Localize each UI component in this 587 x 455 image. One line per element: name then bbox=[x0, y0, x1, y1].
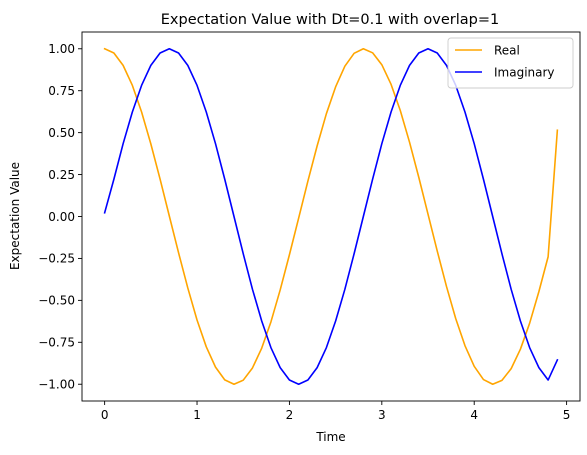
y-tick-label: −0.75 bbox=[38, 336, 75, 350]
y-tick-label: 1.00 bbox=[48, 42, 75, 56]
legend: Real Imaginary bbox=[447, 37, 574, 89]
series-layer bbox=[103, 47, 559, 386]
x-tick-label: 5 bbox=[563, 408, 571, 422]
x-axis-ticks: 0 1 2 3 4 5 bbox=[101, 401, 571, 422]
y-tick-label: −0.50 bbox=[38, 294, 75, 308]
x-tick-label: 3 bbox=[378, 408, 386, 422]
y-tick-label: −1.00 bbox=[38, 378, 75, 392]
y-axis-ticks: −1.00 −0.75 −0.50 −0.25 0.00 0.25 0.50 0.75 1.00 bbox=[38, 42, 82, 392]
legend-label-imaginary: Imaginary bbox=[494, 65, 555, 79]
y-tick-label: 0.00 bbox=[48, 210, 75, 224]
x-axis-label: Time bbox=[315, 430, 345, 444]
y-tick-label: 0.25 bbox=[48, 168, 75, 182]
y-tick-label: 0.75 bbox=[48, 84, 75, 98]
series-line-real bbox=[103, 47, 559, 386]
plot-area bbox=[82, 32, 580, 401]
x-tick-label: 4 bbox=[470, 408, 478, 422]
chart-title: Expectation Value with Dt=0.1 with overl… bbox=[161, 12, 499, 28]
x-tick-label: 0 bbox=[101, 408, 109, 422]
series-line-imaginary bbox=[103, 47, 559, 386]
y-axis-label: Expectation Value bbox=[8, 162, 22, 270]
y-tick-label: −0.25 bbox=[38, 252, 75, 266]
x-tick-label: 2 bbox=[286, 408, 294, 422]
x-tick-label: 1 bbox=[193, 408, 201, 422]
legend-label-real: Real bbox=[494, 43, 520, 57]
y-tick-label: 0.50 bbox=[48, 126, 75, 140]
plot-background bbox=[82, 32, 580, 401]
